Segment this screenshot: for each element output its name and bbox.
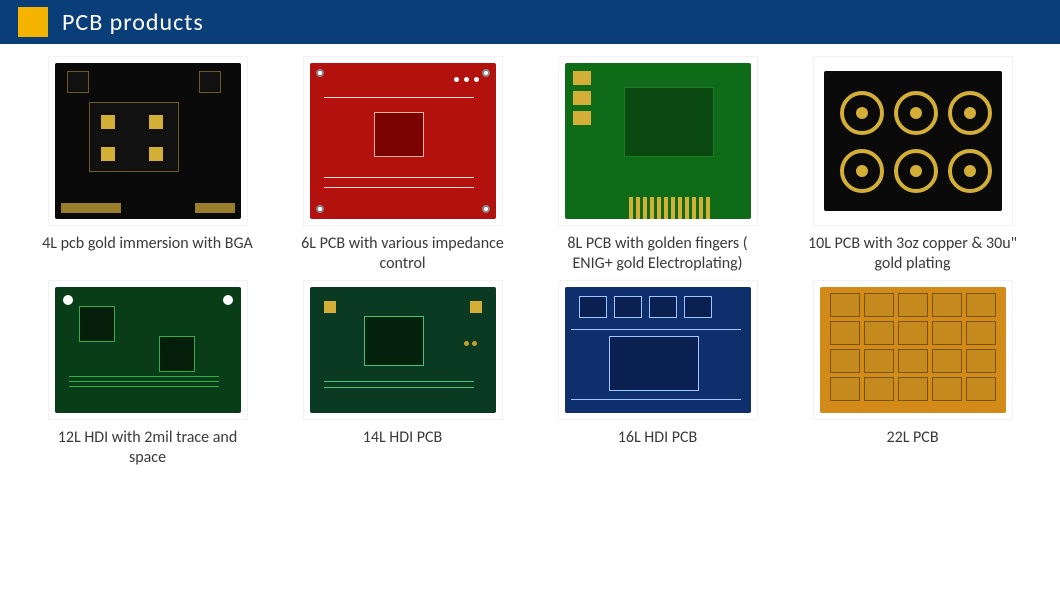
product-cell: 22L PCB (795, 280, 1030, 468)
pcb-image-22l (813, 280, 1013, 420)
product-caption: 22L PCB (886, 428, 938, 448)
section-header: PCB products (0, 0, 1060, 44)
product-caption: 6L PCB with various impedance control (293, 234, 513, 274)
pcb-image-10l (813, 56, 1013, 226)
product-caption: 12L HDI with 2mil trace and space (38, 428, 258, 468)
pcb-image-14l (303, 280, 503, 420)
pcb-image-4l (48, 56, 248, 226)
product-cell: 4L pcb gold immersion with BGA (30, 56, 265, 274)
product-cell: 14L HDI PCB (285, 280, 520, 468)
product-cell: 12L HDI with 2mil trace and space (30, 280, 265, 468)
product-caption: 16L HDI PCB (618, 428, 698, 448)
pcb-image-6l (303, 56, 503, 226)
product-cell: 10L PCB with 3oz copper & 30u" gold plat… (795, 56, 1030, 274)
product-cell: 8L PCB with golden fingers ( ENIG+ gold … (540, 56, 775, 274)
product-caption: 8L PCB with golden fingers ( ENIG+ gold … (548, 234, 768, 274)
product-cell: 6L PCB with various impedance control (285, 56, 520, 274)
pcb-image-8l (558, 56, 758, 226)
product-caption: 10L PCB with 3oz copper & 30u" gold plat… (803, 234, 1023, 274)
pcb-image-16l (558, 280, 758, 420)
header-accent-icon (18, 7, 48, 37)
product-caption: 4L pcb gold immersion with BGA (42, 234, 253, 254)
product-cell: 16L HDI PCB (540, 280, 775, 468)
product-caption: 14L HDI PCB (363, 428, 443, 448)
pcb-image-12l (48, 280, 248, 420)
products-grid: 4L pcb gold immersion with BGA 6L PCB wi… (0, 44, 1060, 468)
header-title: PCB products (62, 8, 204, 37)
